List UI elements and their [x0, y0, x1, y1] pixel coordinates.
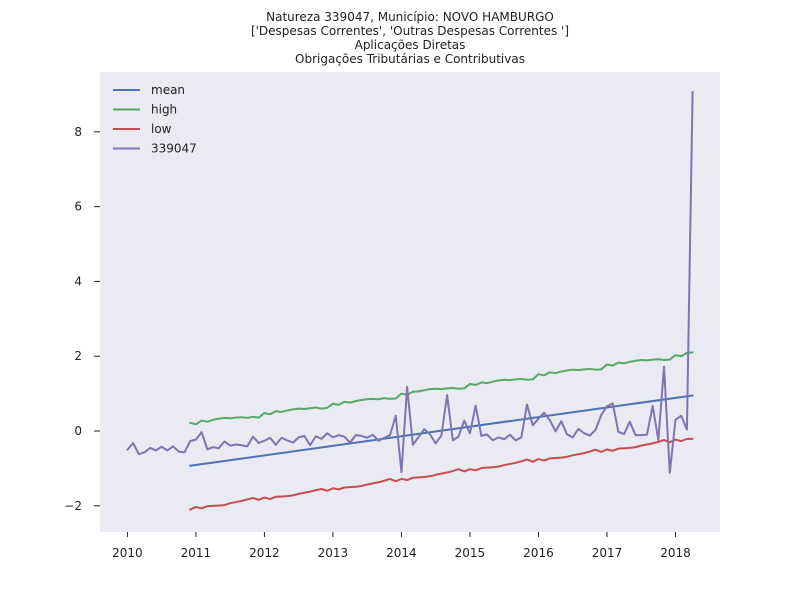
series-lines — [126, 90, 694, 511]
legend: mean high low 339047 — [113, 83, 197, 156]
x-tick-label: 2014 — [386, 546, 417, 560]
title-line-4: Obrigações Tributárias e Contributivas — [295, 52, 525, 66]
x-tick-label: 2012 — [249, 546, 280, 560]
y-tick-label: 8 — [74, 125, 82, 139]
x-tick-label: 2013 — [318, 546, 349, 560]
legend-label: low — [151, 122, 172, 136]
legend-label: high — [151, 103, 177, 117]
legend-label: mean — [151, 83, 185, 97]
x-tick-label: 2011 — [181, 546, 212, 560]
y-tick-label: −2 — [64, 499, 82, 513]
plot-area — [100, 72, 720, 532]
title-line-2: ['Despesas Correntes', 'Outras Despesas … — [251, 24, 569, 38]
y-axis: −2 0 2 4 6 8 — [64, 125, 100, 513]
series-line-high — [189, 351, 694, 426]
chart-title: Natureza 339047, Município: NOVO HAMBURG… — [251, 10, 569, 66]
x-tick-label: 2017 — [592, 546, 623, 560]
y-tick-label: 2 — [74, 349, 82, 363]
series-line-339047 — [126, 90, 694, 474]
x-tick-label: 2018 — [660, 546, 691, 560]
title-line-1: Natureza 339047, Município: NOVO HAMBURG… — [266, 10, 554, 24]
legend-label: 339047 — [151, 142, 197, 156]
y-tick-label: 6 — [74, 200, 82, 214]
x-tick-label: 2010 — [112, 546, 143, 560]
series-line-low — [189, 437, 694, 511]
y-tick-label: 4 — [74, 274, 82, 288]
x-axis: 2010 2011 2012 2013 2014 2015 2016 2017 2018 — [112, 532, 691, 560]
x-tick-label: 2015 — [455, 546, 486, 560]
y-tick-label: 0 — [74, 424, 82, 438]
x-tick-label: 2016 — [523, 546, 554, 560]
title-line-3: Aplicações Diretas — [355, 38, 466, 52]
